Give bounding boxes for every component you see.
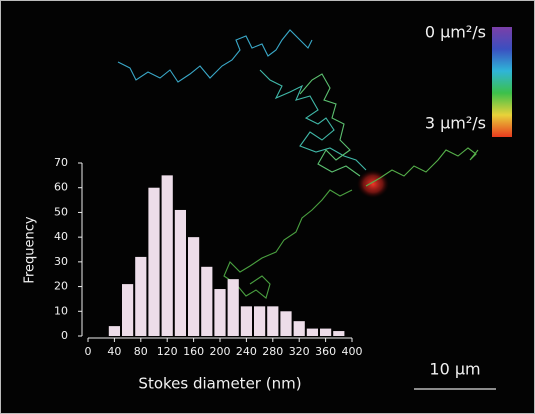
bar [201,266,213,336]
x-tick-label: 360 [315,345,336,358]
y-tick-label: 20 [54,280,68,293]
y-tick-label: 50 [54,205,68,218]
bar [122,284,134,336]
colorbar [492,27,512,137]
bar [214,289,226,336]
y-tick-label: 30 [54,255,68,268]
trajectory [223,189,353,299]
bar [254,306,266,336]
bar [227,279,239,336]
x-tick-label: 320 [289,345,310,358]
y-tick-label: 70 [54,156,68,169]
x-axis-title: Stokes diameter (nm) [138,375,301,393]
trajectory [365,147,479,187]
bar [174,209,186,336]
trajectory [299,73,361,177]
bar [148,187,160,336]
scale-bar-label: 10 μm [429,360,480,379]
trajectory [259,69,367,171]
x-tick-label: 400 [342,345,363,358]
x-tick-label: 280 [262,345,283,358]
y-tick-label: 40 [54,230,68,243]
bar [161,175,173,336]
x-tick-label: 160 [183,345,204,358]
y-axis-title: Frequency [23,216,38,283]
trajectory [117,29,313,83]
y-tick-label: 0 [61,329,68,342]
bar [333,331,345,336]
x-tick-label: 80 [134,345,148,358]
colorbar-label: 0 μm²/s [425,23,486,42]
x-tick-label: 200 [210,345,231,358]
bar [280,311,292,336]
bar [108,326,120,336]
y-tick-label: 60 [54,181,68,194]
bar [240,306,252,336]
trajectories [117,29,479,299]
x-tick-label: 240 [236,345,257,358]
bar [320,328,332,336]
x-tick-label: 0 [85,345,92,358]
bar [293,321,305,336]
histogram: 0 10 20 30 40 50 60 70 0 40 80 120 160 200 240 280 320 36… [23,156,363,393]
bar [188,237,200,336]
x-tick-label: 120 [157,345,178,358]
bar [306,328,318,336]
colorbar-label: 3 μm²/s [425,114,486,133]
x-tick-label: 40 [107,345,121,358]
bar [135,256,147,336]
bar [267,306,279,336]
y-tick-label: 10 [54,304,68,317]
particle-spot [357,170,389,198]
